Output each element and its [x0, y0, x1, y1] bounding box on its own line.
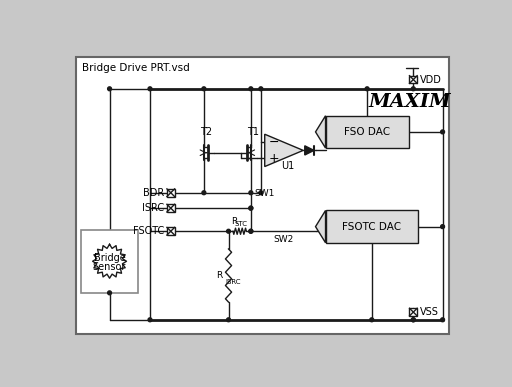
Text: ISRC: ISRC	[142, 203, 165, 213]
Circle shape	[108, 87, 112, 91]
Circle shape	[202, 87, 206, 91]
Circle shape	[249, 229, 253, 233]
Polygon shape	[315, 116, 326, 148]
Bar	[410, 76, 417, 84]
Circle shape	[249, 87, 253, 91]
Polygon shape	[315, 211, 326, 243]
Circle shape	[441, 225, 444, 229]
Text: VDD: VDD	[419, 75, 441, 84]
Circle shape	[412, 318, 415, 322]
Circle shape	[441, 318, 444, 322]
Circle shape	[227, 318, 230, 322]
Text: SW2: SW2	[273, 235, 293, 244]
Bar	[326, 116, 409, 148]
Circle shape	[412, 318, 415, 322]
Text: T2: T2	[200, 127, 212, 137]
Text: Sensor: Sensor	[93, 262, 126, 272]
Text: −: −	[269, 136, 279, 149]
Text: Bridge Drive PRT.vsd: Bridge Drive PRT.vsd	[82, 63, 190, 74]
Text: BDR: BDR	[143, 188, 165, 198]
Text: Bridge: Bridge	[94, 253, 125, 263]
Polygon shape	[265, 134, 303, 166]
Bar	[410, 308, 417, 316]
Circle shape	[202, 191, 206, 195]
Bar	[81, 230, 138, 293]
Circle shape	[370, 318, 374, 322]
Text: STC: STC	[234, 221, 248, 228]
Text: SW1: SW1	[254, 189, 275, 198]
Circle shape	[441, 130, 444, 134]
Circle shape	[108, 291, 112, 295]
Text: R: R	[216, 271, 222, 280]
Circle shape	[227, 229, 230, 233]
Circle shape	[259, 87, 263, 91]
Text: FSOTC: FSOTC	[133, 226, 165, 236]
Circle shape	[365, 87, 369, 91]
Circle shape	[259, 191, 263, 195]
Circle shape	[148, 87, 152, 91]
Bar	[167, 189, 175, 197]
Text: U1: U1	[281, 161, 294, 171]
Text: T1: T1	[247, 127, 259, 137]
Circle shape	[249, 191, 253, 195]
Text: +: +	[269, 152, 279, 165]
Text: FSOTC DAC: FSOTC DAC	[342, 222, 401, 232]
Circle shape	[249, 206, 253, 210]
Bar	[167, 228, 175, 235]
Polygon shape	[305, 146, 314, 155]
Text: MAXIM: MAXIM	[369, 93, 452, 111]
Circle shape	[412, 87, 415, 91]
Bar	[326, 211, 418, 243]
Text: ISRC: ISRC	[225, 279, 241, 284]
Circle shape	[249, 229, 253, 233]
Bar	[167, 204, 175, 212]
Text: VSS: VSS	[419, 307, 438, 317]
Circle shape	[249, 206, 253, 210]
Text: FSO DAC: FSO DAC	[344, 127, 390, 137]
Circle shape	[148, 318, 152, 322]
Text: R: R	[231, 217, 237, 226]
